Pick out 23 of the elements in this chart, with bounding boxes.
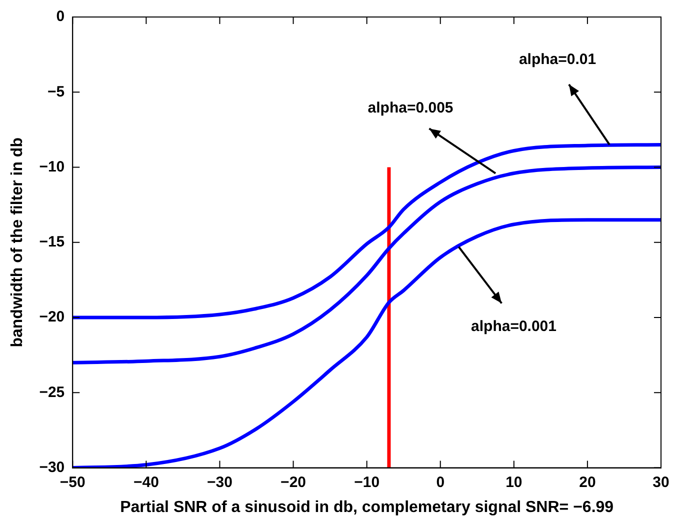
line-series <box>72 142 661 320</box>
x-tick-label: −50 <box>60 474 86 491</box>
y-tick-label: −5 <box>48 83 65 100</box>
y-tick-label: −15 <box>39 234 65 251</box>
annotation: alpha=0.01 <box>518 50 596 68</box>
x-tick-label: 10 <box>506 474 522 491</box>
y-tick-label: −20 <box>39 308 65 326</box>
x-tick-label: 30 <box>652 474 670 491</box>
x-tick-label: −20 <box>280 474 306 491</box>
y-tick-label: 0 <box>56 8 65 26</box>
y-tick-label: −30 <box>39 458 65 476</box>
x-tick-label: −30 <box>207 474 232 491</box>
x-tick-label: −10 <box>354 474 380 491</box>
x-axis-title: Partial SNR of a sinusoid in db, complemetary signal SNR= −6.99 <box>120 498 614 516</box>
y-axis-title: bandwidth of the filter in db <box>9 137 26 348</box>
x-tick-label: 20 <box>579 474 596 491</box>
y-tick-label: −10 <box>39 158 65 176</box>
x-tick-label: −40 <box>133 474 159 491</box>
annotation: alpha=0.001 <box>471 318 556 336</box>
annotation: alpha=0.005 <box>368 99 454 116</box>
x-tick-label: 0 <box>436 474 445 491</box>
y-tick-label: −25 <box>39 384 65 401</box>
line-series <box>72 166 661 364</box>
